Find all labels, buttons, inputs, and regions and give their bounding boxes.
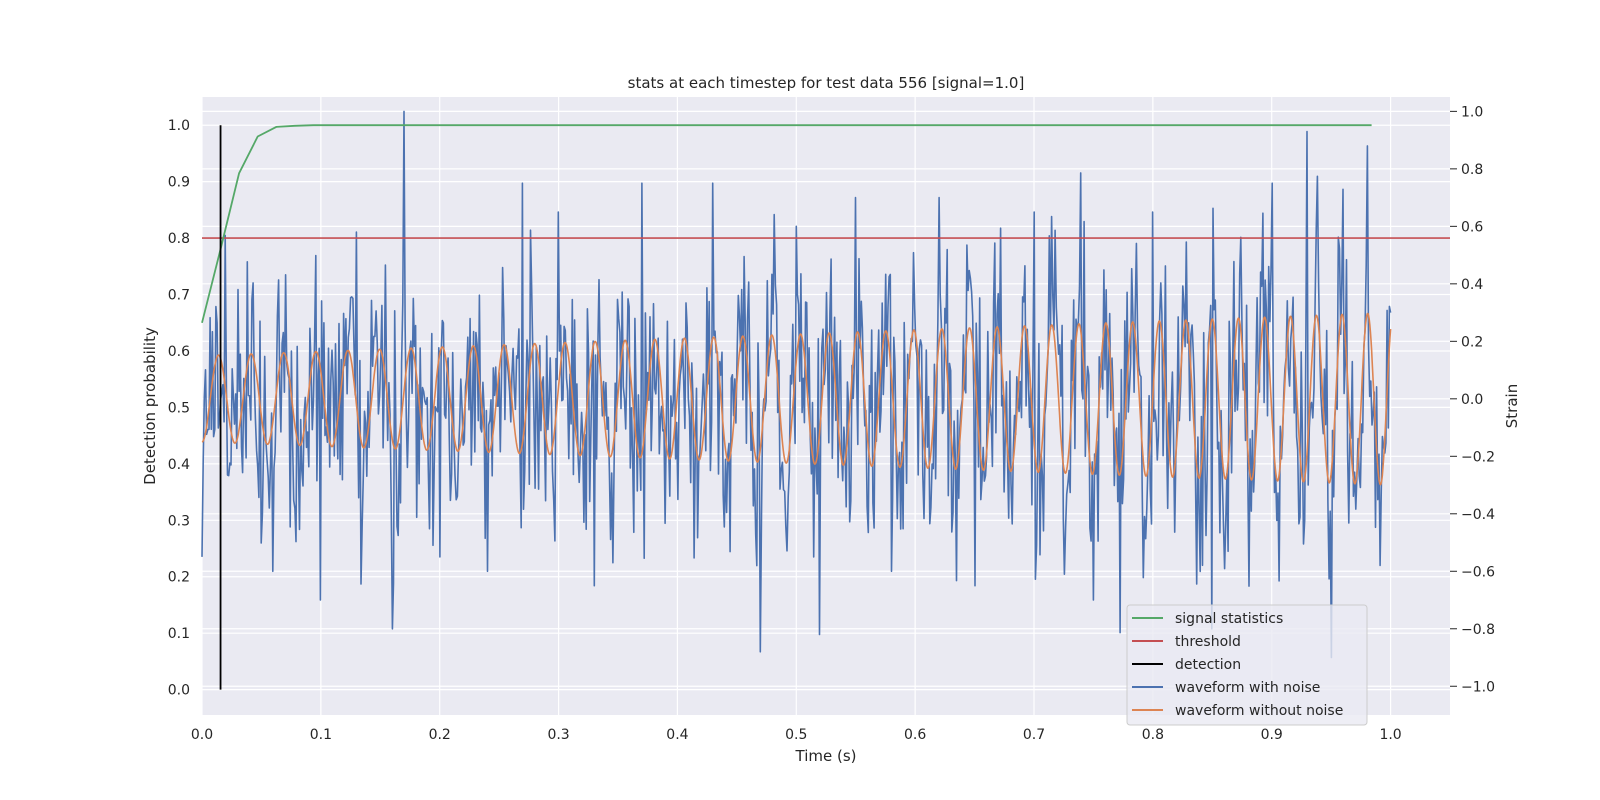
x-tick-label: 0.8 <box>1142 727 1164 743</box>
x-tick-label: 0.5 <box>785 727 807 743</box>
x-tick-label: 0.3 <box>547 727 569 743</box>
legend: signal statistics threshold detection wa… <box>1126 604 1368 726</box>
x-tick-label: 0.9 <box>1261 727 1283 743</box>
x-tick-label: 0.7 <box>1023 727 1045 743</box>
x-tick-label: 0.6 <box>904 727 926 743</box>
y-tick-labels: 0.0 0.1 0.2 0.3 0.4 0.5 0.6 0.7 0.8 0.9 1.0 <box>168 118 190 698</box>
y2-tick-label: 0.2 <box>1461 334 1483 350</box>
y2-tick-labels: −1.0 −0.8 −0.6 −0.4 −0.2 0.0 0.2 0.4 0.6 0.8 1.0 <box>1450 104 1495 695</box>
y2-tick-label: 0.4 <box>1461 277 1483 293</box>
y2-tick-label: 1.0 <box>1461 104 1483 120</box>
y2-tick-label: −0.8 <box>1461 622 1495 638</box>
x-tick-labels: 0.0 0.1 0.2 0.3 0.4 0.5 0.6 0.7 0.8 0.9 1.0 <box>191 727 1402 743</box>
legend-label-waveform-with-noise: waveform with noise <box>1175 680 1320 696</box>
y-tick-label: 0.5 <box>168 400 190 416</box>
y-axis-label: Detection probability <box>141 327 159 485</box>
waveform-without-noise-line <box>201 312 1392 486</box>
x-tick-label: 0.2 <box>429 727 451 743</box>
y-tick-label: 1.0 <box>168 118 190 134</box>
legend-label-waveform-without-noise: waveform without noise <box>1175 703 1343 719</box>
legend-label-detection: detection <box>1175 657 1241 673</box>
waveform-with-noise-line <box>201 110 1392 659</box>
y-tick-label: 0.1 <box>168 626 190 642</box>
legend-label-threshold: threshold <box>1175 634 1241 650</box>
y-tick-label: 0.6 <box>168 344 190 360</box>
y2-tick-label: −0.6 <box>1461 564 1495 580</box>
y-tick-label: 0.0 <box>168 683 190 699</box>
x-tick-label: 1.0 <box>1379 727 1401 743</box>
y-tick-label: 0.8 <box>168 231 190 247</box>
x-tick-label: 0.1 <box>310 727 332 743</box>
x-tick-label: 0.4 <box>666 727 688 743</box>
y2-tick-label: −0.2 <box>1461 449 1495 465</box>
signal-statistics-line <box>201 124 1372 324</box>
y2-axis-label: Strain <box>1503 384 1521 428</box>
y-tick-label: 0.4 <box>168 457 190 473</box>
legend-label-signal-statistics: signal statistics <box>1175 611 1283 627</box>
y-tick-label: 0.9 <box>168 175 190 191</box>
legend-box <box>1126 604 1368 726</box>
y2-tick-label: −0.4 <box>1461 507 1495 523</box>
y2-tick-label: 0.0 <box>1461 392 1483 408</box>
y2-tick-label: 0.8 <box>1461 162 1483 178</box>
y-tick-label: 0.7 <box>168 288 190 304</box>
plot-area <box>201 110 1450 690</box>
y2-tick-label: 0.6 <box>1461 219 1483 235</box>
y-tick-label: 0.3 <box>168 513 190 529</box>
chart-title: stats at each timestep for test data 556… <box>628 74 1025 92</box>
x-axis-label: Time (s) <box>795 747 857 765</box>
x-tick-label: 0.0 <box>191 727 213 743</box>
y2-tick-label: −1.0 <box>1461 679 1495 695</box>
y-tick-label: 0.2 <box>168 570 190 586</box>
